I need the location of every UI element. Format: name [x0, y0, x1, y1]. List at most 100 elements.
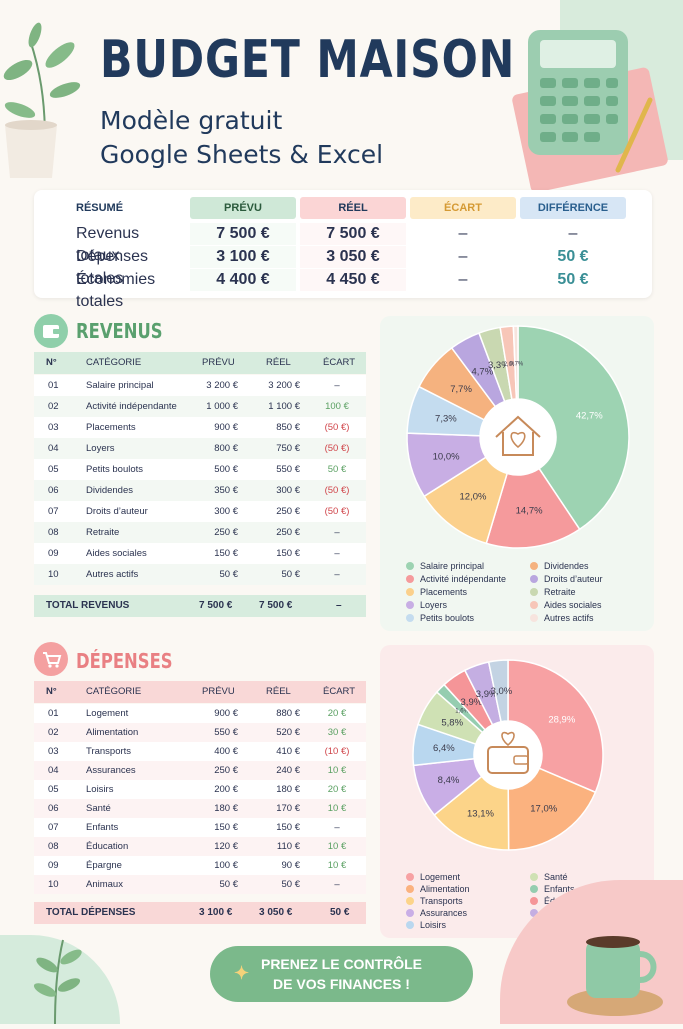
summary-row: Dépenses totales 3 100 € 3 050 € – 50 € [34, 246, 652, 287]
row-number: 07 [48, 822, 59, 833]
legend-item: Placements [406, 586, 467, 599]
row-category: Transports [86, 746, 132, 757]
row-reel: 300 € [276, 485, 300, 496]
revenus-table-header: N° CATÉGORIE PRÉVU RÉEL ÉCART [34, 352, 366, 374]
total-reel: 7 500 € [259, 600, 293, 611]
col-reel: RÉEL [266, 357, 291, 368]
row-ecart: (50 €) [324, 485, 350, 496]
summary-header-prevu: PRÉVU [190, 197, 296, 219]
row-category: Épargne [86, 860, 122, 871]
legend-swatch [406, 614, 414, 622]
coffee-mug-illustration [560, 920, 670, 1020]
row-reel: 90 € [281, 860, 301, 871]
table-row: 09 Épargne 100 € 90 € 10 € [34, 856, 366, 875]
row-prevu: 3 200 € [206, 380, 238, 391]
row-category: Loisirs [86, 784, 114, 795]
row-category: Éducation [86, 841, 129, 852]
total-prevu: 7 500 € [199, 600, 233, 611]
row-category: Activité indépendante [86, 401, 177, 412]
row-number: 02 [48, 401, 59, 412]
pie-slice-label: 4,7% [472, 367, 494, 378]
subtitle-line-2: Google Sheets & Excel [100, 140, 384, 169]
legend-item: Enfants [530, 883, 575, 896]
row-number: 03 [48, 422, 59, 433]
row-prevu: 250 € [214, 765, 238, 776]
col-prevu: PRÉVU [202, 357, 235, 368]
pie-slice-label: 7,7% [450, 384, 472, 395]
row-reel: 250 € [276, 527, 300, 538]
table-row: 10 Autres actifs 50 € 50 € – [34, 564, 366, 585]
summary-reel: 3 050 € [300, 246, 406, 268]
depenses-donut-chart: 28,9%17,0%13,1%8,4%6,4%5,8%1,6%3,9%3,9%3… [412, 659, 604, 851]
pie-slice-label: 7,3% [435, 413, 457, 424]
row-prevu: 200 € [214, 784, 238, 795]
legend-swatch [406, 921, 414, 929]
row-number: 07 [48, 506, 59, 517]
legend-swatch [530, 614, 538, 622]
sparkle-icon: ✦ [234, 963, 250, 983]
table-row: 02 Activité indépendante 1 000 € 1 100 € 100… [34, 396, 366, 417]
legend-item: Transports [406, 895, 463, 908]
row-category: Alimentation [86, 727, 139, 738]
row-category: Loyers [86, 443, 115, 454]
total-prevu: 3 100 € [199, 907, 233, 918]
row-category: Animaux [86, 879, 123, 890]
table-row: 08 Éducation 120 € 110 € 10 € [34, 837, 366, 856]
legend-item: Loisirs [406, 919, 446, 932]
legend-item: Retraite [530, 586, 576, 599]
row-prevu: 900 € [214, 708, 238, 719]
row-prevu: 350 € [214, 485, 238, 496]
row-prevu: 150 € [214, 822, 238, 833]
total-label: TOTAL DÉPENSES [46, 907, 136, 918]
legend-swatch [530, 873, 538, 881]
legend-label: Enfants [544, 884, 575, 894]
row-ecart: – [334, 380, 340, 391]
summary-ecart: – [458, 248, 468, 265]
legend-label: Loyers [420, 600, 448, 610]
row-number: 03 [48, 746, 59, 757]
row-ecart: (50 €) [324, 443, 350, 454]
revenus-title: REVENUS [76, 319, 163, 343]
legend-item: Alimentation [406, 883, 470, 896]
summary-prevu: 7 500 € [190, 223, 296, 245]
row-number: 05 [48, 464, 59, 475]
row-prevu: 180 € [214, 803, 238, 814]
pie-slice-label: 2,0% [504, 362, 518, 368]
row-reel: 170 € [276, 803, 300, 814]
pie-slice-label: 17,0% [530, 804, 557, 815]
summary-difference: – [568, 225, 578, 242]
row-number: 09 [48, 860, 59, 871]
row-number: 06 [48, 485, 59, 496]
row-reel: 550 € [276, 464, 300, 475]
pie-slice-label: 8,4% [438, 775, 460, 786]
cta-button[interactable]: ✦ PRENEZ LE CONTRÔLE DE VOS FINANCES ! [210, 946, 473, 1002]
donut-hole [480, 399, 556, 475]
pie-slice-label: 28,9% [548, 714, 575, 725]
legend-swatch [406, 909, 414, 917]
summary-label: Économies totales [76, 271, 156, 310]
donut-hole [474, 721, 542, 789]
row-reel: 1 100 € [268, 401, 300, 412]
col-categorie: CATÉGORIE [86, 686, 142, 697]
summary-ecart: – [458, 271, 468, 288]
legend-swatch [530, 909, 538, 917]
summary-row: Revenus totaux 7 500 € 7 500 € – – [34, 223, 652, 264]
row-prevu: 50 € [219, 569, 239, 580]
row-reel: 880 € [276, 708, 300, 719]
legend-swatch [530, 601, 538, 609]
summary-header-ecart: ÉCART [410, 197, 516, 219]
row-ecart: – [334, 879, 340, 890]
legend-item: Activité indépendante [406, 573, 506, 586]
legend-label: Retraite [544, 587, 576, 597]
row-reel: 110 € [276, 841, 300, 852]
row-reel: 410 € [276, 746, 300, 757]
col-categorie: CATÉGORIE [86, 357, 142, 368]
row-category: Aides sociales [86, 548, 147, 559]
row-reel: 240 € [276, 765, 300, 776]
row-ecart: 20 € [327, 784, 347, 795]
row-prevu: 500 € [214, 464, 238, 475]
table-row: 07 Droits d’auteur 300 € 250 € (50 €) [34, 501, 366, 522]
table-row: 10 Animaux 50 € 50 € – [34, 875, 366, 894]
page-title: BUDGET MAISON [100, 30, 516, 90]
legend-label: Autres actifs [544, 613, 594, 623]
